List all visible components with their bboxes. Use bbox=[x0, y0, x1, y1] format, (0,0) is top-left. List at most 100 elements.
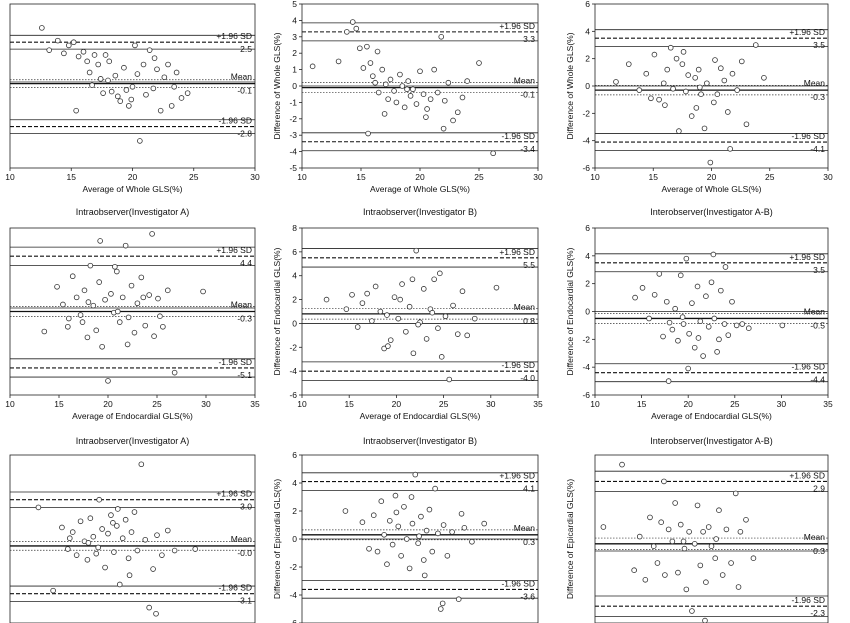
data-point bbox=[718, 65, 724, 72]
mean-label: Mean bbox=[804, 78, 826, 88]
x-tick-label: 15 bbox=[356, 172, 366, 182]
y-tick-label: -6 bbox=[582, 390, 590, 400]
x-axis-label: Average of Endocardial GLS(%) bbox=[360, 411, 481, 421]
data-point bbox=[397, 71, 403, 78]
data-point bbox=[161, 74, 168, 81]
data-point bbox=[369, 318, 375, 324]
data-point bbox=[656, 96, 662, 103]
data-point bbox=[426, 506, 433, 513]
data-point bbox=[648, 95, 654, 102]
data-point bbox=[134, 300, 141, 307]
data-point bbox=[713, 536, 719, 542]
y-tick-label: 6 bbox=[585, 223, 590, 233]
data-point bbox=[445, 79, 452, 86]
data-point bbox=[54, 284, 60, 290]
data-point bbox=[619, 461, 625, 468]
x-tick-label: 15 bbox=[54, 399, 64, 409]
data-point bbox=[679, 314, 686, 320]
data-point bbox=[459, 94, 466, 101]
data-point bbox=[421, 572, 428, 579]
data-point bbox=[723, 526, 730, 533]
data-point bbox=[391, 88, 397, 94]
data-point bbox=[689, 300, 695, 306]
data-point bbox=[173, 69, 180, 76]
data-point bbox=[704, 80, 710, 87]
y-axis-label: Difference of Endocardial GLS(%) bbox=[565, 247, 575, 375]
data-point bbox=[391, 294, 398, 300]
panel-title: Intraobserver(Investigator B) bbox=[363, 436, 477, 446]
data-point bbox=[151, 333, 157, 339]
data-point bbox=[146, 292, 152, 298]
data-point bbox=[450, 302, 456, 309]
y-tick-label: 2 bbox=[585, 54, 590, 64]
x-tick-label: 10 bbox=[297, 399, 307, 409]
y-tick-label: 8 bbox=[292, 223, 297, 233]
panel-8: Intraobserver(Investigator B) +1.96 SD 4.1… bbox=[272, 436, 539, 623]
data-point bbox=[727, 146, 733, 152]
data-point bbox=[454, 109, 461, 116]
data-point bbox=[431, 276, 437, 283]
lower-sd-label: -1.96 SD bbox=[501, 578, 535, 588]
data-point bbox=[401, 104, 408, 111]
data-point bbox=[384, 312, 390, 318]
data-point bbox=[656, 271, 663, 277]
data-point bbox=[410, 350, 417, 357]
data-point bbox=[389, 541, 396, 548]
lower-value-label: -4.4 bbox=[810, 375, 825, 385]
data-point bbox=[454, 331, 461, 337]
data-point bbox=[697, 562, 704, 569]
data-point bbox=[700, 528, 706, 535]
data-point bbox=[779, 322, 786, 329]
mean-value-label: -0.5 bbox=[810, 320, 825, 330]
data-point bbox=[379, 66, 386, 73]
upper-sd-label: +1.96 SD bbox=[499, 21, 535, 31]
data-point bbox=[712, 555, 719, 561]
data-point bbox=[119, 535, 126, 542]
data-point bbox=[146, 47, 153, 53]
data-point bbox=[490, 150, 496, 157]
data-point bbox=[129, 83, 136, 90]
data-point bbox=[395, 315, 402, 322]
data-point bbox=[409, 276, 416, 283]
data-point bbox=[143, 91, 149, 98]
data-point bbox=[404, 86, 410, 93]
data-point bbox=[442, 313, 449, 320]
data-point bbox=[681, 545, 688, 552]
data-point bbox=[738, 58, 745, 65]
data-point bbox=[393, 509, 400, 516]
y-tick-label: -2 bbox=[289, 562, 297, 572]
x-axis-label: Average of Whole GLS(%) bbox=[83, 184, 183, 194]
data-point bbox=[125, 555, 132, 562]
data-point bbox=[459, 288, 466, 295]
data-point bbox=[200, 288, 206, 295]
data-point bbox=[126, 572, 133, 579]
mean-label: Mean bbox=[804, 532, 826, 542]
data-point bbox=[639, 285, 646, 291]
x-tick-label: 25 bbox=[474, 172, 484, 182]
data-point bbox=[95, 61, 101, 68]
plot-frame bbox=[594, 454, 829, 623]
data-point bbox=[399, 281, 405, 287]
data-point bbox=[450, 117, 456, 124]
x-tick-label: 10 bbox=[5, 172, 15, 182]
data-point bbox=[689, 608, 695, 614]
data-point bbox=[359, 519, 366, 525]
data-point bbox=[124, 341, 131, 348]
data-point bbox=[349, 291, 355, 298]
data-point bbox=[102, 564, 108, 571]
data-point bbox=[737, 528, 744, 535]
panel-title: Intraobserver(Investigator A) bbox=[76, 436, 190, 446]
data-point bbox=[399, 83, 406, 89]
data-point bbox=[85, 540, 92, 546]
data-point bbox=[420, 91, 427, 97]
data-point bbox=[73, 294, 80, 301]
data-point bbox=[65, 546, 71, 552]
data-point bbox=[117, 98, 124, 104]
data-point bbox=[354, 324, 361, 330]
panel-6: Interobserver(Investigator A-B) +1.96 SD 3… bbox=[565, 207, 833, 421]
data-point bbox=[102, 296, 108, 303]
y-tick-label: 4 bbox=[585, 251, 590, 261]
data-point bbox=[733, 322, 740, 329]
data-point bbox=[114, 268, 120, 275]
data-point bbox=[105, 77, 111, 84]
